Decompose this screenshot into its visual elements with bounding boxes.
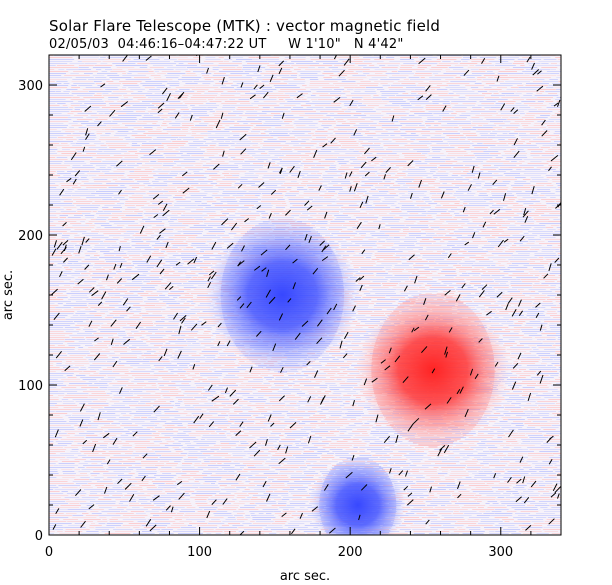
chart-title: Solar Flare Telescope (MTK) : vector mag… <box>49 17 441 35</box>
chart-subtitle: 02/05/03 04:46:16–04:47:22 UT W 1'10" N … <box>49 37 404 52</box>
field-background <box>49 55 561 535</box>
